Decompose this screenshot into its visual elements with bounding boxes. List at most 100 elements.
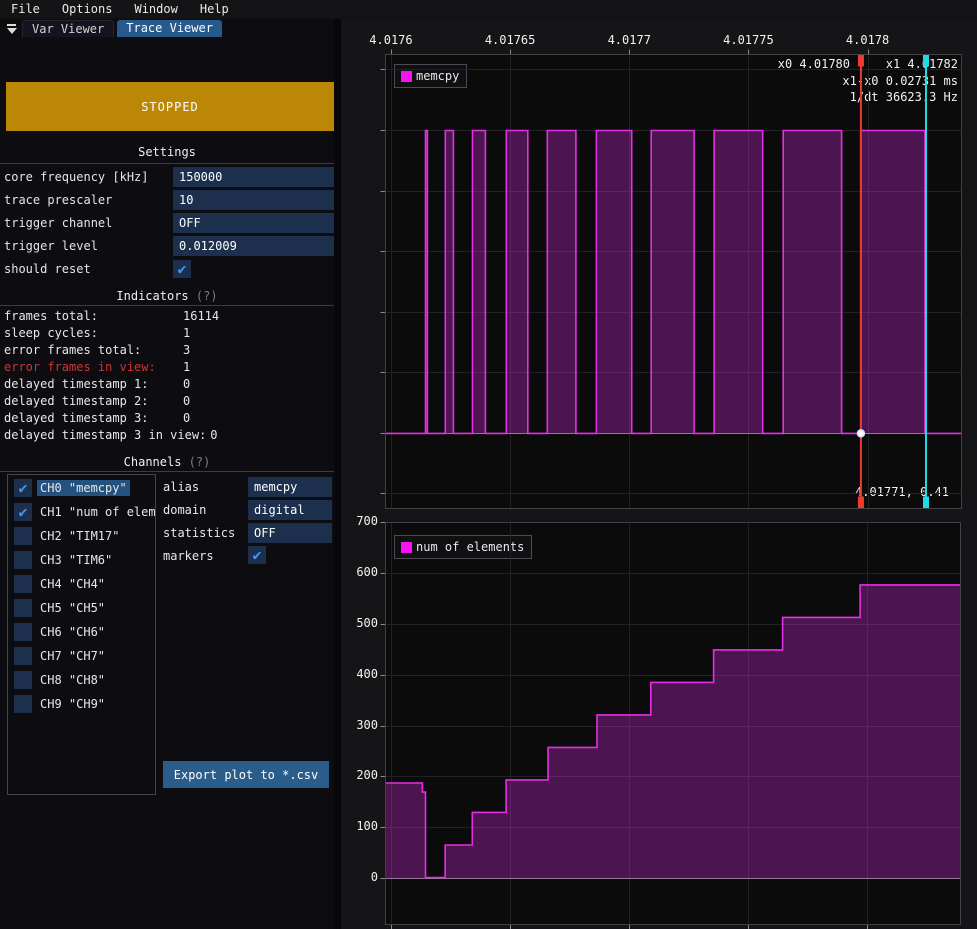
tab-var-viewer[interactable]: Var Viewer (22, 20, 114, 37)
channel-label[interactable]: CH6 "CH6" (37, 624, 108, 640)
alias-input[interactable]: memcpy (248, 477, 332, 497)
channel-row: CH4 "CH4" (8, 572, 155, 595)
indicator-value: 3 (183, 343, 190, 357)
y-tick-label: 0 (371, 870, 378, 884)
channel-label[interactable]: CH2 "TIM17" (37, 528, 122, 544)
menu-options[interactable]: Options (51, 0, 124, 18)
domain-select[interactable]: digital (248, 500, 332, 520)
channel-label[interactable]: CH3 "TIM6" (37, 552, 115, 568)
check-icon: ✔ (18, 479, 27, 497)
menu-help[interactable]: Help (189, 0, 240, 18)
tab-trace-viewer[interactable]: Trace Viewer (117, 20, 222, 37)
x-tick-label: 4.0178 (833, 33, 903, 47)
channel-checkbox[interactable] (14, 599, 32, 617)
channel-label[interactable]: CH7 "CH7" (37, 648, 108, 664)
marker-x0-line-handle[interactable] (858, 55, 864, 67)
setting-row: should reset ✔ (0, 257, 334, 280)
channel-row: CH9 "CH9" (8, 692, 155, 715)
indicators-help-icon[interactable]: (?) (196, 289, 218, 303)
tab-list-button[interactable] (4, 21, 19, 36)
core-frequency-input[interactable]: 150000 (173, 167, 334, 187)
channel-checkbox[interactable] (14, 551, 32, 569)
acquisition-state-button[interactable]: STOPPED (6, 82, 334, 131)
channel-row: ✔ CH1 "num of elements" (8, 500, 155, 523)
indicator-value: 0 (183, 394, 190, 408)
menu-file[interactable]: File (0, 0, 51, 18)
export-csv-button[interactable]: Export plot to *.csv (163, 761, 329, 788)
indicators-header: Indicators (?) (0, 289, 334, 303)
should-reset-label: should reset (0, 262, 91, 276)
settings-header: Settings (0, 145, 334, 159)
marker-x1-line-handle[interactable] (923, 55, 929, 67)
channel-row: CH8 "CH8" (8, 668, 155, 691)
channel-label[interactable]: CH4 "CH4" (37, 576, 108, 592)
indicator-label: frames total: (0, 309, 179, 323)
setting-row: trigger level 0.012009 (0, 234, 334, 257)
hovered-point-dot (857, 430, 864, 437)
channel-row: CH7 "CH7" (8, 644, 155, 667)
channel-row: CH5 "CH5" (8, 596, 155, 619)
x-tick-label: 4.0176 (356, 33, 426, 47)
y-tick-label: 300 (356, 718, 378, 732)
x-tick-label: 4.0177 (594, 33, 664, 47)
channel-label[interactable]: CH0 "memcpy" (37, 480, 130, 496)
channels-help-icon[interactable]: (?) (189, 455, 211, 469)
channel-checkbox[interactable]: ✔ (14, 503, 32, 521)
chevron-down-icon (7, 28, 17, 34)
channel-checkbox[interactable] (14, 623, 32, 641)
separator (0, 163, 338, 164)
digital-trace-plot[interactable]: memcpy x0 4.01780 x1 4.01782 x1-x0 0.027… (385, 54, 961, 508)
plot-top-canvas[interactable] (379, 48, 967, 514)
y-tick-label: 500 (356, 616, 378, 630)
indicator-label: error frames total: (0, 343, 179, 357)
tab-list-icon (7, 24, 16, 26)
indicator-label: sleep cycles: (0, 326, 179, 340)
markers-label: markers (163, 549, 214, 563)
channel-row: CH6 "CH6" (8, 620, 155, 643)
channel-label[interactable]: CH1 "num of elements" (37, 504, 155, 520)
channel-label[interactable]: CH8 "CH8" (37, 672, 108, 688)
statistics-select[interactable]: OFF (248, 523, 332, 543)
trigger-channel-select[interactable]: OFF (173, 213, 334, 233)
marker-x1-line-handle[interactable] (923, 497, 929, 509)
alias-label: alias (163, 480, 199, 494)
channel-checkbox[interactable] (14, 671, 32, 689)
channel-checkbox[interactable] (14, 575, 32, 593)
x-tick-label: 4.01775 (713, 33, 783, 47)
markers-checkbox[interactable]: ✔ (248, 546, 266, 564)
tab-bar: Var Viewer Trace Viewer (0, 19, 340, 37)
check-icon: ✔ (18, 503, 27, 521)
channels-header: Channels (?) (0, 455, 334, 469)
menu-bar: File Options Window Help (0, 0, 977, 18)
control-sidebar: STOPPED Settings core frequency [kHz] 15… (0, 37, 334, 929)
channel-checkbox[interactable]: ✔ (14, 479, 32, 497)
separator (0, 305, 338, 306)
plot-bottom-canvas[interactable] (379, 516, 966, 929)
x-tick-label: 4.01765 (475, 33, 545, 47)
indicator-label: delayed timestamp 3 in view: (0, 428, 206, 442)
channel-row: CH2 "TIM17" (8, 524, 155, 547)
menu-window[interactable]: Window (123, 0, 188, 18)
trigger-channel-label: trigger channel (0, 216, 112, 230)
indicator-value: 0 (210, 428, 217, 442)
channel-label[interactable]: CH9 "CH9" (37, 696, 108, 712)
channel-checkbox[interactable] (14, 527, 32, 545)
check-icon: ✔ (177, 260, 186, 278)
indicator-label: delayed timestamp 1: (0, 377, 179, 391)
channel-checkbox[interactable] (14, 695, 32, 713)
indicator-label: delayed timestamp 3: (0, 411, 179, 425)
num-elements-plot[interactable]: num of elements (385, 522, 960, 924)
indicator-value: 1 (183, 360, 190, 374)
indicator-label-error: error frames in view: (0, 360, 179, 374)
channel-row: ✔ CH0 "memcpy" (8, 476, 155, 499)
core-frequency-label: core frequency [kHz] (0, 170, 149, 184)
marker-x0-line-handle[interactable] (858, 497, 864, 509)
indicator-value: 0 (183, 411, 190, 425)
channel-list: ✔ CH0 "memcpy" ✔ CH1 "num of elements" CH2… (7, 474, 156, 795)
channel-label[interactable]: CH5 "CH5" (37, 600, 108, 616)
trace-prescaler-input[interactable]: 10 (173, 190, 334, 210)
trigger-level-input[interactable]: 0.012009 (173, 236, 334, 256)
separator (0, 471, 338, 472)
channel-checkbox[interactable] (14, 647, 32, 665)
should-reset-checkbox[interactable]: ✔ (173, 260, 191, 278)
